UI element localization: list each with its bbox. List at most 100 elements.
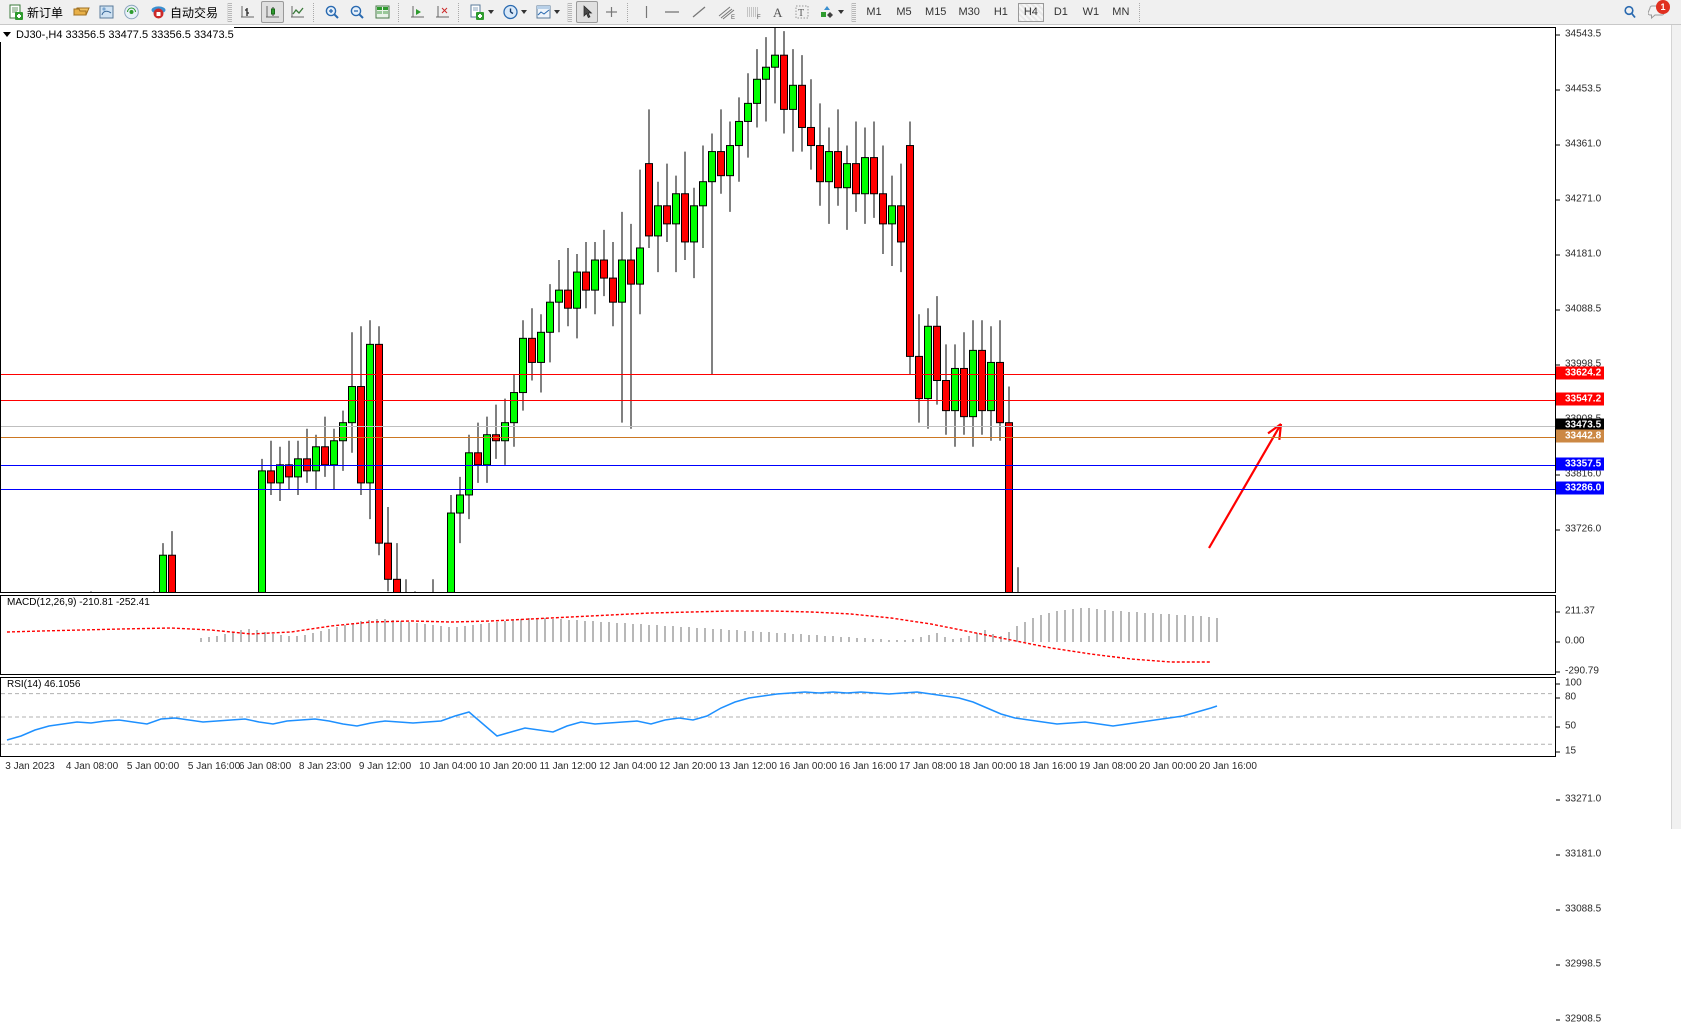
level-line-support-1[interactable]	[1, 465, 1555, 466]
shapes-button[interactable]	[815, 1, 847, 23]
time-axis[interactable]: 3 Jan 2023 4 Jan 08:00 5 Jan 00:00 5 Jan 16…	[0, 759, 1556, 779]
price-axis[interactable]: 34543.5 34453.5 34361.0 34271.0 34181.0 34088…	[1556, 27, 1681, 1025]
price-tag-resistance-1[interactable]: 33547.2	[1556, 392, 1605, 406]
price-tag-resistance-2[interactable]: 33624.2	[1556, 366, 1605, 380]
svg-text:F: F	[757, 15, 761, 20]
chevron-down-icon[interactable]	[554, 10, 561, 14]
timeframe-mn[interactable]: MN	[1112, 6, 1130, 18]
candle	[384, 507, 392, 592]
candle	[258, 458, 266, 592]
fibo-button[interactable]: F	[741, 1, 765, 23]
cursor-button[interactable]	[576, 1, 599, 23]
candle	[159, 543, 167, 592]
timeframe-m5[interactable]: M5	[896, 6, 912, 18]
line-chart-button[interactable]	[286, 1, 309, 23]
price-axis-tick: 34453.5	[1556, 84, 1601, 95]
toolbar-separator-2	[398, 2, 402, 22]
period-button[interactable]	[499, 1, 530, 23]
level-line-support-2[interactable]	[1, 489, 1555, 490]
auto-scroll-icon	[434, 4, 451, 20]
timeframe-m1[interactable]: M1	[866, 6, 882, 18]
chevron-down-icon[interactable]	[838, 10, 845, 14]
macd-pane[interactable]: MACD(12,26,9) -210.81 -252.41	[0, 595, 1556, 675]
rsi-pane[interactable]: RSI(14) 46.1056	[0, 677, 1556, 757]
vline-button[interactable]	[635, 1, 657, 23]
auto-scroll-button[interactable]	[431, 1, 454, 23]
candle	[834, 109, 842, 206]
candle	[582, 241, 590, 309]
chevron-down-icon[interactable]	[488, 10, 495, 14]
crosshair-button[interactable]	[600, 1, 623, 23]
candle	[564, 247, 572, 327]
time-axis-label: 11 Jan 12:00	[539, 761, 597, 772]
candle	[294, 440, 302, 495]
data-window-button[interactable]	[371, 1, 394, 23]
publish-button[interactable]	[95, 1, 118, 23]
candle	[546, 284, 554, 363]
price-tag-support-1[interactable]: 33357.5	[1556, 457, 1605, 471]
bar-chart-button[interactable]	[236, 1, 259, 23]
chevron-down-icon[interactable]	[3, 32, 11, 37]
price-axis-tick: 33271.0	[1556, 794, 1601, 805]
notification-count: 1	[1656, 0, 1670, 14]
hline-button[interactable]	[659, 1, 685, 23]
rsi-series	[1, 691, 1555, 745]
vertical-scrollbar[interactable]	[1671, 25, 1681, 829]
symbol-info-bar[interactable]: DJ30-,H4 33356.5 33477.5 33356.5 33473.5	[0, 27, 234, 42]
equidistant-channel-button[interactable]: E	[713, 1, 739, 23]
time-axis-label: 9 Jan 12:00	[358, 761, 412, 772]
search-button[interactable]	[1619, 1, 1642, 23]
candlestick-chart-button[interactable]	[261, 1, 285, 23]
timeframe-m15[interactable]: M15	[925, 6, 947, 18]
text-label-button[interactable]: T	[791, 1, 813, 23]
timeframe-d1[interactable]: D1	[1053, 6, 1068, 18]
signal-button[interactable]	[120, 1, 143, 23]
price-tag-current-price[interactable]: 33473.5	[1556, 418, 1605, 432]
toolbar-grip-3[interactable]	[851, 2, 857, 22]
timeframe-h4[interactable]: H4	[1017, 2, 1044, 22]
rsi-axis: 100 80 50 15	[1556, 677, 1681, 757]
toolbar-grip-2[interactable]	[567, 2, 573, 22]
candle	[609, 241, 617, 327]
price-tag-support-2[interactable]: 33286.0	[1556, 481, 1605, 495]
candle	[528, 308, 536, 381]
new-order-button[interactable]: 新订单	[3, 1, 68, 23]
candle	[843, 145, 851, 230]
label-icon: T	[794, 4, 810, 20]
chevron-down-icon[interactable]	[521, 10, 528, 14]
trendline-button[interactable]	[687, 1, 711, 23]
signal-icon	[123, 4, 140, 20]
autotrade-label: 自动交易	[170, 5, 219, 20]
toolbar-grip-1[interactable]	[227, 2, 233, 22]
timeframe-h1[interactable]: H1	[993, 6, 1008, 18]
time-axis-label: 16 Jan 00:00	[779, 761, 837, 772]
level-line-orange-level[interactable]	[1, 437, 1555, 438]
templates-button[interactable]	[466, 1, 497, 23]
folder-button[interactable]	[70, 1, 93, 23]
candle	[654, 181, 662, 273]
chart-shift-button[interactable]	[406, 1, 429, 23]
candle	[969, 320, 977, 447]
candle	[771, 28, 779, 104]
autotrade-button[interactable]: 自动交易	[145, 1, 223, 23]
cursor-icon	[580, 4, 595, 20]
candle	[627, 223, 635, 429]
price-pane[interactable]	[0, 27, 1556, 593]
level-line-resistance-1[interactable]	[1, 400, 1555, 401]
line-chart-icon	[289, 4, 306, 20]
price-tag-orange-level[interactable]: 33442.8	[1556, 429, 1605, 443]
price-axis-tick: 34271.0	[1556, 194, 1601, 205]
indicators-button[interactable]	[532, 1, 563, 23]
level-line-resistance-2[interactable]	[1, 374, 1555, 375]
timeframe-m30[interactable]: M30	[958, 6, 980, 18]
candle	[285, 440, 293, 489]
zoom-out-button[interactable]	[346, 1, 369, 23]
equidistant-icon: E	[716, 4, 736, 20]
text-button[interactable]: A	[767, 1, 789, 23]
candle	[519, 320, 527, 411]
notification-button[interactable]: 1	[1644, 0, 1670, 23]
zoom-in-button[interactable]	[321, 1, 344, 23]
toolbar-right-group: 1	[1618, 0, 1679, 23]
level-line-current-price[interactable]	[1, 426, 1555, 427]
timeframe-w1[interactable]: W1	[1082, 6, 1100, 18]
